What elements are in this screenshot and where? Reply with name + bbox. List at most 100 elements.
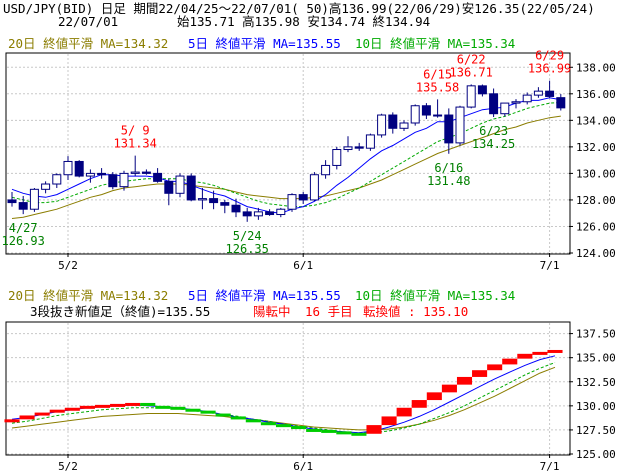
brick-down — [155, 405, 171, 409]
candle-bull — [433, 114, 443, 117]
brick-up — [64, 407, 80, 411]
candle-bull — [321, 164, 331, 176]
brick-up — [456, 376, 473, 385]
brick-up — [49, 409, 65, 413]
annotation-date: 6/16 — [434, 161, 463, 175]
ma10-line — [11, 102, 561, 208]
brick-down — [170, 406, 186, 410]
candle-bear — [298, 194, 308, 201]
brick-down — [245, 419, 261, 423]
sanbon-count: 16 手目 — [305, 304, 353, 319]
ma10-line — [11, 362, 556, 434]
candle-bull — [253, 211, 263, 217]
sanbon-status: 陽転中 — [253, 304, 291, 319]
candle-bull — [365, 134, 375, 149]
sanbon-label: 3段抜き新値足（終値)=135.55 — [30, 304, 210, 319]
brick-down — [336, 431, 352, 435]
y-tick-label: 132.50 — [576, 376, 616, 389]
legend2-ma5: 5日 終値平滑 MA=135.55 — [188, 288, 341, 303]
annotation-value: 136.71 — [450, 65, 493, 79]
brick-chart-y-axis: 125.00 127.50 130.00 132.50 135.00 137.50 — [569, 328, 616, 461]
candle-bull — [119, 172, 129, 188]
legend2-ma20: 20日 終値平滑 MA=134.32 — [8, 288, 168, 303]
y-tick-label: 132.00 — [576, 141, 616, 154]
candle-bull — [511, 101, 521, 104]
brick-up — [547, 349, 563, 353]
brick-up — [487, 364, 503, 371]
header-date: 22/07/01 — [58, 14, 118, 29]
candle-bear — [231, 204, 241, 213]
brick-up — [94, 404, 111, 408]
annotation-date: 6/29 — [535, 49, 564, 63]
annotation-date: 6/23 — [479, 124, 508, 138]
brick-down — [230, 416, 246, 420]
brick-up — [441, 384, 457, 393]
x-tick-label: 7/1 — [540, 259, 560, 272]
y-tick-label: 127.50 — [576, 424, 616, 437]
candle-bear — [388, 114, 398, 129]
y-tick-label: 130.00 — [576, 167, 616, 180]
annotation-value: 126.35 — [226, 242, 269, 256]
candle-bull — [85, 172, 95, 177]
candle-bear — [141, 171, 151, 174]
annotation-date: 4/27 — [9, 221, 38, 235]
brick-chart-bricks — [4, 349, 563, 436]
x-tick-label: 6/1 — [293, 460, 313, 473]
candle-bear — [18, 202, 28, 210]
price-chart-candles — [7, 80, 566, 222]
brick-up — [411, 400, 427, 408]
candle-bear — [164, 180, 174, 194]
y-tick-label: 134.00 — [576, 114, 616, 127]
candle-bear — [477, 85, 487, 95]
ma20-line — [11, 115, 561, 219]
price-chart-y-axis: 124.00 126.00 128.00 130.00 132.00 134.00 136.… — [569, 61, 616, 260]
candle-bull — [522, 94, 532, 103]
annotation-date: 6/15 — [423, 67, 452, 81]
candle-bear — [97, 172, 107, 176]
y-tick-label: 137.50 — [576, 328, 616, 341]
candle-bull — [399, 122, 409, 129]
ma20-line — [11, 366, 556, 431]
annotation-value: 131.34 — [114, 137, 157, 151]
x-tick-label: 6/1 — [293, 259, 313, 272]
y-tick-label: 130.00 — [576, 400, 616, 413]
y-tick-label: 125.00 — [576, 448, 616, 461]
candle-bear — [74, 160, 84, 177]
candle-bull — [63, 160, 73, 176]
brick-down — [291, 426, 307, 430]
brick-up — [110, 403, 126, 407]
brick-up — [502, 358, 518, 365]
candle-bull — [466, 85, 476, 108]
candle-bear — [556, 97, 566, 109]
candle-bull — [343, 146, 353, 151]
price-chart-frame — [5, 52, 571, 255]
sanbon-reversal: 転換値 : 135.10 — [363, 304, 468, 319]
brick-down — [140, 402, 156, 406]
brick-up — [532, 351, 548, 355]
brick-up — [472, 370, 488, 377]
candle-bull — [332, 149, 342, 166]
brick-up — [19, 415, 35, 420]
x-tick-label: 5/2 — [58, 460, 78, 473]
legend-ma10: 10日 終値平滑 MA=135.34 — [355, 36, 515, 51]
y-tick-label: 138.00 — [576, 61, 616, 74]
brick-chart-x-axis: 5/2 6/1 7/1 — [58, 454, 560, 473]
candle-bull — [52, 174, 62, 185]
legend-ma20: 20日 終値平滑 MA=134.32 — [8, 36, 168, 51]
candle-bear — [186, 175, 196, 201]
candle-bear — [209, 198, 219, 204]
x-tick-label: 7/1 — [540, 460, 560, 473]
brick-down — [200, 410, 216, 414]
candle-bear — [265, 211, 275, 216]
candle-bear — [545, 90, 555, 97]
brick-down — [306, 428, 322, 432]
brick-up — [426, 392, 442, 401]
y-tick-label: 124.00 — [576, 247, 616, 260]
brick-up — [517, 353, 533, 359]
y-tick-label: 135.00 — [576, 352, 616, 365]
annotation-value: 126.93 — [2, 234, 45, 248]
annotation-date: 5/ 9 — [121, 124, 150, 138]
candle-bull — [377, 114, 387, 136]
candle-bear — [220, 202, 230, 206]
